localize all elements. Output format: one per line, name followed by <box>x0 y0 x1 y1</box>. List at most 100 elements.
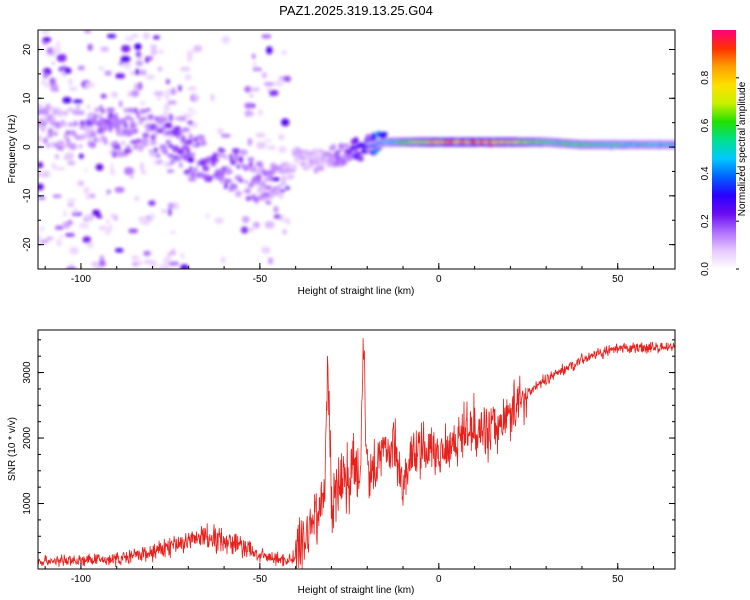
spectrogram-noise-cell <box>135 68 140 76</box>
spectrogram-ridge-cell <box>96 127 105 134</box>
spectrogram-ridge-cell <box>265 200 272 205</box>
spectrogram-noise-cell <box>111 150 118 158</box>
spectrogram-noise-cell <box>241 215 250 223</box>
spectrogram-noise-cell <box>105 219 110 224</box>
spectrogram-ridge-cell <box>73 120 78 127</box>
spectrogram-ridge-cell <box>184 140 192 145</box>
spectrogram-noise-cell <box>49 77 56 86</box>
spectrogram-ridge-cell <box>194 167 198 172</box>
snr-x-tick-label: -50 <box>253 574 268 585</box>
spectrogram-ridge-cell <box>187 156 195 163</box>
spectrogram-ridge-cell <box>164 117 168 122</box>
spectrogram-noise-cell <box>84 168 88 172</box>
spectrogram-noise-cell <box>264 221 275 229</box>
spectrogram-ridge-cell <box>76 104 80 108</box>
spectrogram-noise-cell <box>67 203 75 207</box>
spectrogram-noise-cell <box>285 186 290 190</box>
spectrogram-ridge-cell <box>66 137 70 142</box>
spectrogram-noise-cell <box>158 49 164 55</box>
spectrogram-ridge-cell <box>82 120 89 125</box>
spectrogram-ridge-cell <box>128 127 134 133</box>
snr-x-tick-label: 50 <box>612 574 624 585</box>
spectrogram-ridge-cell <box>46 143 51 149</box>
spectrogram-ridge-cell <box>93 137 98 143</box>
spectrogram-ridge-cell <box>196 142 201 146</box>
spectrogram-ridge-cell <box>313 166 319 174</box>
spectrogram-ridge-cell <box>55 121 61 128</box>
spectrogram-noise-cell <box>96 215 103 219</box>
spectrogram-noise-cell <box>266 46 273 55</box>
spectrogram-ridge-cell <box>90 142 96 149</box>
spectrogram-ridge-cell <box>136 111 140 119</box>
spectrogram-ridge-cell <box>165 140 171 144</box>
spectrogram-ridge-cell <box>127 107 134 113</box>
spectrogram-noise-cell <box>150 47 158 56</box>
spectrogram-noise-cell <box>161 209 168 213</box>
spectrogram-ridge-cell <box>121 141 125 146</box>
chart-title: PAZ1.2025.319.13.25.G04 <box>279 3 433 18</box>
spectrogram-noise-cell <box>186 50 195 56</box>
spectrogram-noise-cell <box>73 99 83 104</box>
spectrogram-noise-cell <box>278 134 284 140</box>
spectrogram-ridge-cell <box>159 144 168 150</box>
spectrogram-ridge-cell <box>278 192 284 199</box>
spectrogram-ridge-cell <box>113 140 119 147</box>
spectrogram-noise-cell <box>67 198 76 203</box>
spectrogram-noise-cell <box>38 161 44 169</box>
spectrogram-ridge-cell <box>101 108 106 114</box>
spectrogram-noise-cell <box>83 214 89 220</box>
spectrogram-noise-cell <box>244 109 253 117</box>
spectrogram-ridge-cell <box>175 155 181 162</box>
spectrogram-ridge-cell <box>154 125 158 129</box>
spectrogram-noise-cell <box>83 186 90 195</box>
spectrogram-noise-cell <box>139 69 147 76</box>
spectrogram-ridge-cell <box>281 175 286 180</box>
spectrogram-ridge-cell <box>210 161 217 167</box>
spectrogram-ridge-cell <box>163 148 169 155</box>
spectrogram-noise-cell <box>100 93 107 99</box>
spectrogram-ridge-cell <box>164 122 173 129</box>
spectrogram-noise-cell <box>41 170 51 178</box>
spectrogram-noise-cell <box>256 168 263 175</box>
spectrogram-ridge-cell <box>353 137 359 144</box>
colorbar: 0.0 0.2 0.4 0.6 0.8 Normalized spectral ampl… <box>700 30 748 276</box>
spectrogram-ridge-cell <box>119 118 127 125</box>
spectrogram-ridge-cell <box>318 166 325 171</box>
spectrogram-noise-cell <box>150 44 157 49</box>
spectrogram-noise-cell <box>59 234 64 239</box>
spectrogram-ridge-cell <box>257 185 265 192</box>
snr-x-tick-label: -100 <box>71 574 91 585</box>
spectrogram-noise-cell <box>65 233 75 237</box>
spectrogram-ridge-cell <box>191 152 196 158</box>
spectrogram-noise-cell <box>148 200 156 206</box>
spectrogram-noise-cell <box>256 141 267 150</box>
spectrogram-noise-cell <box>43 72 48 79</box>
spectrogram-noise-cell <box>63 210 67 217</box>
spectrogram-noise-cell <box>170 88 177 95</box>
spectrogram-noise-cell <box>280 118 290 127</box>
spectrogram-noise-cell <box>51 61 56 65</box>
spectrogram-ridge-cell <box>161 125 165 132</box>
spectrogram-ridge-cell <box>196 134 205 141</box>
spectrogram-noise-cell <box>38 183 44 191</box>
spectrogram-ridge-cell <box>255 180 262 185</box>
spectrogram-noise-cell <box>221 35 231 44</box>
spectrogram-noise-cell <box>217 127 224 135</box>
colorbar-tick-label: 0.8 <box>700 70 711 84</box>
spectrogram-noise-cell <box>193 94 197 101</box>
spectrogram-y-tick-label: -10 <box>22 188 33 203</box>
spectrogram-ridge-cell <box>65 130 71 136</box>
spectrogram-ridge-cell <box>179 162 183 168</box>
spectrogram-y-tick-label: 10 <box>22 92 33 104</box>
spectrogram-ridge-cell <box>279 183 283 187</box>
spectrogram-ridge-cell <box>69 143 77 150</box>
spectrogram-noise-cell <box>115 73 125 79</box>
spectrogram-noise-cell <box>167 251 171 260</box>
spectrogram-noise-cell <box>252 221 260 229</box>
spectrogram-ridge-cell <box>232 155 240 162</box>
spectrogram-ridge-cell <box>139 108 147 114</box>
spectrogram-ridge-cell <box>314 154 323 159</box>
spectrogram-ridge-cell <box>231 185 236 190</box>
spectrogram-noise-cell <box>271 177 280 182</box>
spectrogram-ridge-cell <box>246 188 251 194</box>
